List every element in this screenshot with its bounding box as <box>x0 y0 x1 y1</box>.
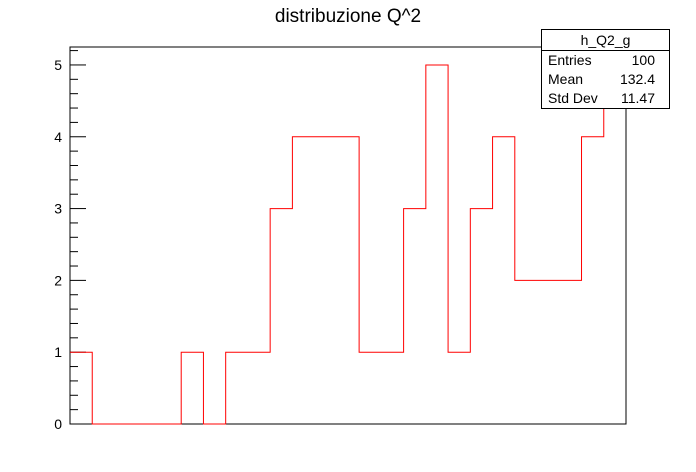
histogram-bin <box>248 352 270 424</box>
histogram-bin <box>181 352 203 424</box>
stats-label: Mean <box>548 71 584 87</box>
histogram-bin <box>493 137 515 424</box>
frame <box>69 46 627 425</box>
y-tick-label: 4 <box>54 129 62 145</box>
histogram-bin <box>448 352 470 424</box>
stats-box: h_Q2_g Entries 100 Mean 132.4 Std Dev 11… <box>541 29 670 109</box>
histogram-bin <box>559 280 581 424</box>
stats-row-mean: Mean 132.4 <box>542 70 669 89</box>
y-tick-label: 0 <box>54 416 62 432</box>
histogram-bin <box>604 65 626 424</box>
histogram-bin <box>226 352 248 424</box>
histogram-bin <box>470 209 492 424</box>
histogram-bin <box>359 352 381 424</box>
histogram-outline <box>70 64 626 425</box>
histogram-bin <box>537 280 559 424</box>
stats-name: h_Q2_g <box>542 30 669 51</box>
chart-title: distribuzione Q^2 <box>274 6 422 27</box>
histogram-bin <box>404 209 426 424</box>
histogram-bin <box>426 65 448 424</box>
histogram-series <box>70 64 626 425</box>
stats-value: 100 <box>631 52 655 68</box>
histogram-bin <box>70 352 92 424</box>
histogram-bin <box>582 137 604 424</box>
stats-label: Std Dev <box>548 90 598 106</box>
y-tick-label: 5 <box>54 57 62 73</box>
stats-row-stddev: Std Dev 11.47 <box>542 89 669 108</box>
histogram-bin <box>315 137 337 424</box>
histogram-bin <box>292 137 314 424</box>
y-tick-label: 1 <box>54 344 62 360</box>
histogram-bin <box>515 280 537 424</box>
stats-row-entries: Entries 100 <box>542 51 669 70</box>
y-axis: 0 1 2 3 4 5 <box>54 50 86 432</box>
histogram-bin <box>337 137 359 424</box>
histogram-bin <box>270 209 292 424</box>
y-tick-label: 2 <box>54 272 62 288</box>
stats-label: Entries <box>548 52 592 68</box>
stats-value: 132.4 <box>619 71 655 87</box>
y-tick-label: 3 <box>54 201 62 217</box>
stats-value: 11.47 <box>621 90 655 106</box>
histogram-bin <box>381 352 403 424</box>
